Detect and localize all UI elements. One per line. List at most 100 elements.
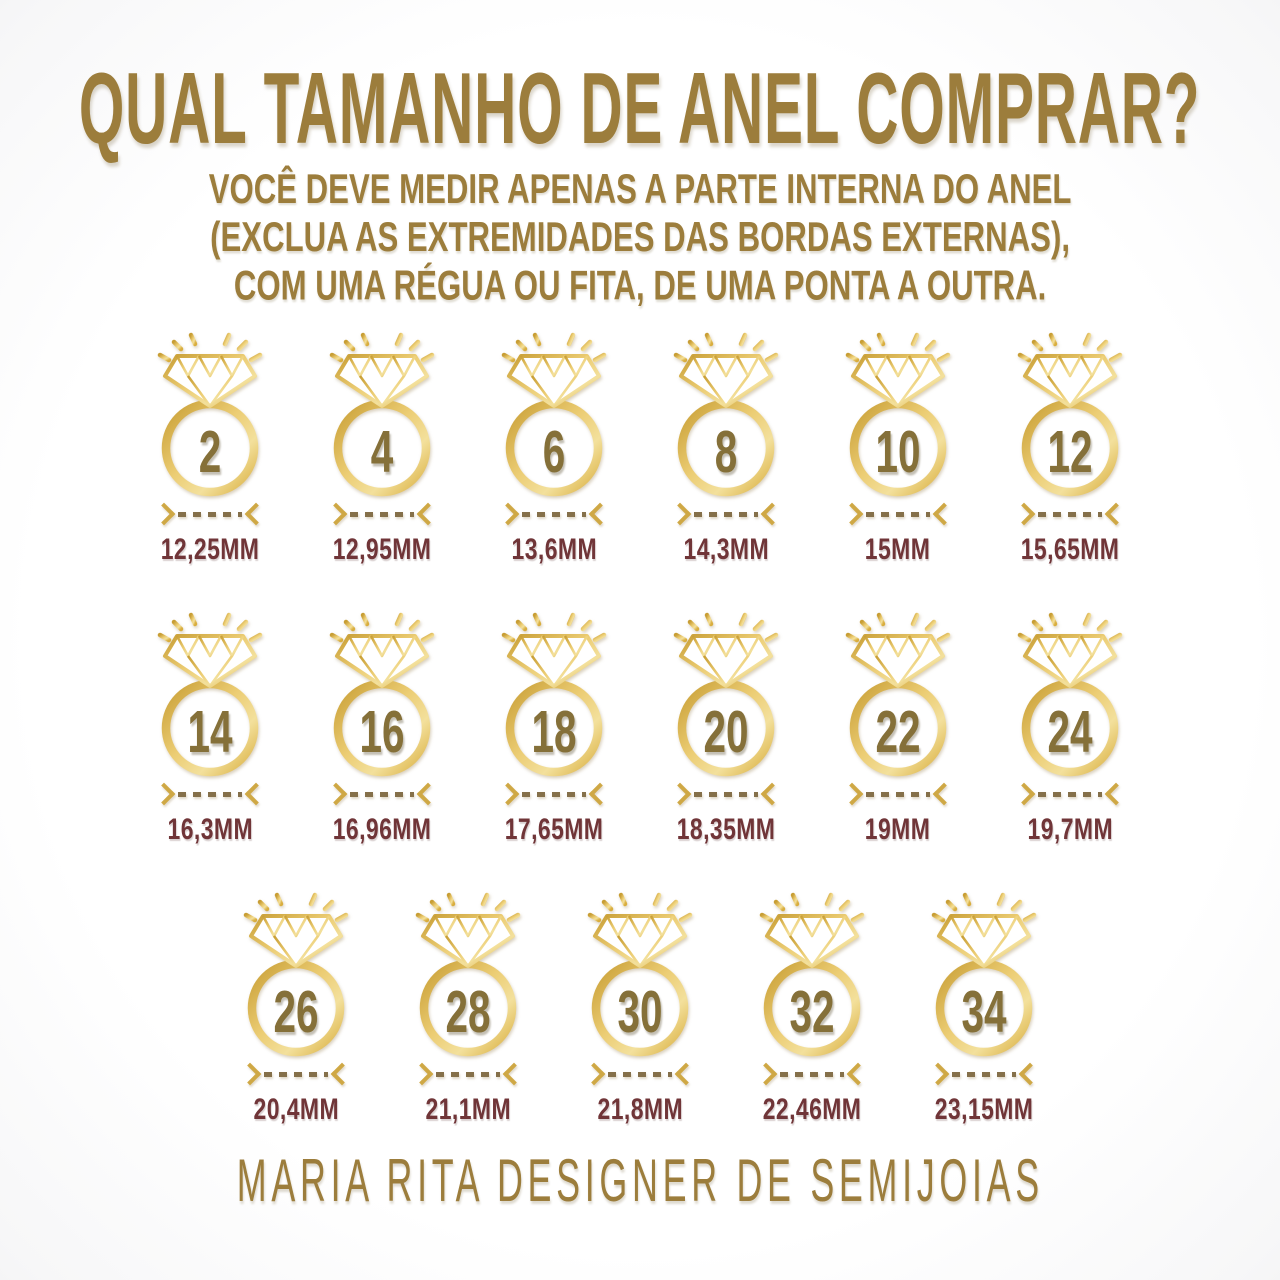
ring-size-item: 26 20,4MM xyxy=(210,888,382,1125)
ring-size-number: 22 xyxy=(828,684,968,776)
ring-size-item: 6 13,6MM xyxy=(468,328,640,565)
measure-line xyxy=(152,782,268,806)
dashed-line xyxy=(264,1071,328,1077)
ring-illustration: 34 xyxy=(914,888,1054,1058)
ring-illustration: 4 xyxy=(312,328,452,498)
ring-size-grid: 2 12,25MM 4 12,95MM 6 xyxy=(0,328,1280,1125)
ring-diameter-text: 16,3MM xyxy=(167,811,253,845)
arrow-left-icon xyxy=(244,502,268,526)
dashed-line xyxy=(780,1071,844,1077)
ring-diameter-text: 22,46MM xyxy=(762,1091,862,1125)
ring-size-number-text: 34 xyxy=(961,979,1007,1045)
ring-size-number-text: 6 xyxy=(542,419,566,485)
ring-size-number: 18 xyxy=(484,684,624,776)
ring-diameter-text: 17,65MM xyxy=(504,811,604,845)
ring-diameter-text: 21,1MM xyxy=(425,1091,511,1125)
dashed-line xyxy=(1038,511,1102,517)
ring-size-number-text: 18 xyxy=(531,699,577,765)
ring-diameter-label: 14,3MM xyxy=(676,532,777,565)
ring-diameter-label: 20,4MM xyxy=(246,1092,347,1125)
dashed-line xyxy=(694,791,758,797)
measure-line xyxy=(754,1062,870,1086)
subtitle-lines: VOCÊ DEVE MEDIR APENAS A PARTE INTERNA D… xyxy=(209,165,1072,310)
ring-diameter-label: 23,15MM xyxy=(926,1092,1042,1125)
dashed-line xyxy=(608,1071,672,1077)
ring-size-number-text: 12 xyxy=(1047,419,1093,485)
ring-size-number: 32 xyxy=(742,964,882,1056)
ring-diameter-label: 18,35MM xyxy=(668,812,784,845)
ring-size-row-1: 2 12,25MM 4 12,95MM 6 xyxy=(124,328,1156,565)
footer: MARIA RITA DESIGNER DE SEMIJOIAS xyxy=(0,1140,1280,1220)
ring-size-number: 26 xyxy=(226,964,366,1056)
ring-size-number-text: 14 xyxy=(187,699,233,765)
dashed-line xyxy=(694,511,758,517)
ring-size-number-text: 16 xyxy=(359,699,405,765)
ring-illustration: 26 xyxy=(226,888,366,1058)
arrow-right-icon xyxy=(324,502,348,526)
ring-size-number-text: 28 xyxy=(445,979,491,1045)
dashed-line xyxy=(1038,791,1102,797)
arrow-left-icon xyxy=(846,1062,870,1086)
ring-diameter-label: 21,8MM xyxy=(590,1092,691,1125)
ring-diameter-text: 12,25MM xyxy=(160,531,260,565)
ring-illustration: 30 xyxy=(570,888,710,1058)
ring-illustration: 24 xyxy=(1000,608,1140,778)
ring-size-item: 32 22,46MM xyxy=(726,888,898,1125)
ring-illustration: 32 xyxy=(742,888,882,1058)
ring-size-item: 8 14,3MM xyxy=(640,328,812,565)
arrow-left-icon xyxy=(932,782,956,806)
ring-size-row-3: 26 20,4MM 28 21,1MM 30 xyxy=(210,888,1070,1125)
ring-size-number: 10 xyxy=(828,404,968,496)
ring-diameter-label: 17,65MM xyxy=(496,812,612,845)
dashed-line xyxy=(866,791,930,797)
brand-name: MARIA RITA DESIGNER DE SEMIJOIAS xyxy=(236,1145,1044,1215)
ring-diameter-label: 15MM xyxy=(859,532,936,565)
dashed-line xyxy=(522,511,586,517)
ring-diameter-text: 15MM xyxy=(865,531,931,565)
ring-size-number-text: 20 xyxy=(703,699,749,765)
ring-diameter-label: 21,1MM xyxy=(418,1092,519,1125)
ring-size-row-2: 14 16,3MM 16 16,96MM 18 xyxy=(124,608,1156,845)
ring-diameter-text: 21,8MM xyxy=(597,1091,683,1125)
arrow-right-icon xyxy=(238,1062,262,1086)
arrow-right-icon xyxy=(840,782,864,806)
arrow-right-icon xyxy=(754,1062,778,1086)
ring-illustration: 10 xyxy=(828,328,968,498)
ring-diameter-text: 18,35MM xyxy=(676,811,776,845)
ring-size-item: 10 15MM xyxy=(812,328,984,565)
ring-size-number: 16 xyxy=(312,684,452,776)
ring-size-number-text: 32 xyxy=(789,979,835,1045)
ring-illustration: 8 xyxy=(656,328,796,498)
ring-illustration: 2 xyxy=(140,328,280,498)
dashed-line xyxy=(350,791,414,797)
ring-illustration: 6 xyxy=(484,328,624,498)
ring-size-number-text: 8 xyxy=(714,419,738,485)
ring-diameter-label: 16,3MM xyxy=(160,812,261,845)
ring-size-number-text: 30 xyxy=(617,979,663,1045)
subtitle-line-2: (EXCLUA AS EXTREMIDADES DAS BORDAS EXTER… xyxy=(210,214,1070,262)
ring-diameter-text: 19,7MM xyxy=(1027,811,1113,845)
arrow-right-icon xyxy=(840,502,864,526)
arrow-left-icon xyxy=(588,782,612,806)
measure-line xyxy=(410,1062,526,1086)
arrow-right-icon xyxy=(668,502,692,526)
measure-line xyxy=(840,782,956,806)
arrow-right-icon xyxy=(410,1062,434,1086)
ring-size-number: 6 xyxy=(484,404,624,496)
ring-size-item: 24 19,7MM xyxy=(984,608,1156,845)
measure-line xyxy=(238,1062,354,1086)
ring-diameter-text: 19MM xyxy=(865,811,931,845)
ring-diameter-text: 13,6MM xyxy=(511,531,597,565)
measure-line xyxy=(1012,502,1128,526)
ring-size-number-text: 2 xyxy=(198,419,222,485)
measure-line xyxy=(668,782,784,806)
arrow-right-icon xyxy=(324,782,348,806)
dashed-line xyxy=(178,791,242,797)
ring-diameter-label: 22,46MM xyxy=(754,1092,870,1125)
subtitle-line-3: COM UMA RÉGUA OU FITA, DE UMA PONTA A OU… xyxy=(233,263,1047,310)
ring-diameter-text: 15,65MM xyxy=(1020,531,1120,565)
ring-size-number-text: 26 xyxy=(273,979,319,1045)
ring-size-item: 2 12,25MM xyxy=(124,328,296,565)
arrow-left-icon xyxy=(674,1062,698,1086)
ring-size-item: 30 21,8MM xyxy=(554,888,726,1125)
